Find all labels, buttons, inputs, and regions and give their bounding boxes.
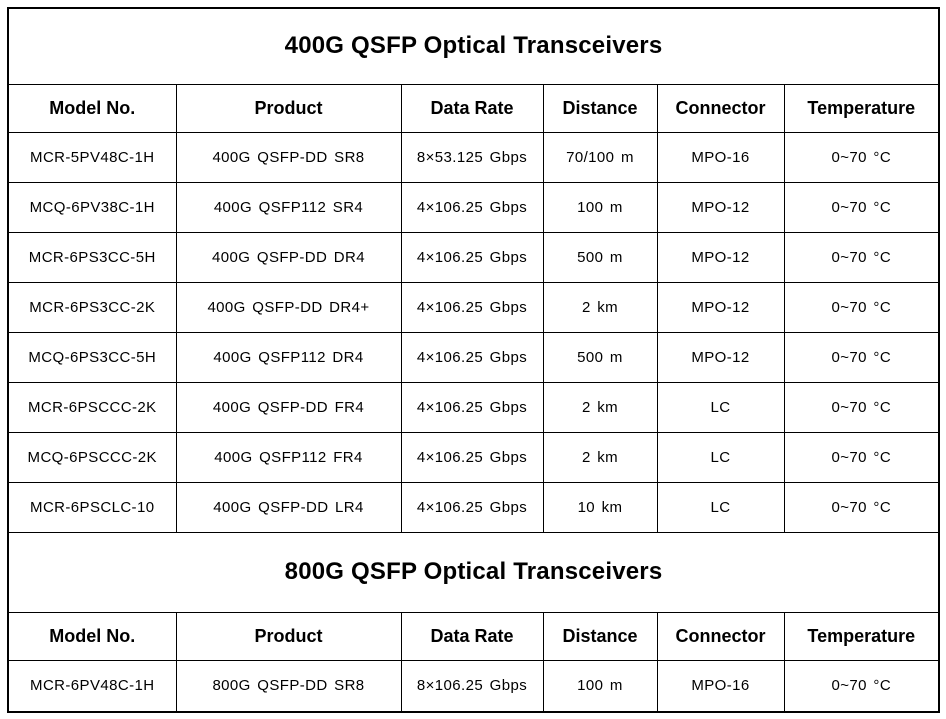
section-title-400g: 400G QSFP Optical Transceivers bbox=[7, 7, 940, 85]
column-header-connector: Connector bbox=[656, 83, 785, 133]
cell-distance: 500 m bbox=[542, 231, 658, 283]
cell-distance: 2 km bbox=[542, 381, 658, 433]
cell-data-rate: 4×106.25 Gbps bbox=[400, 231, 544, 283]
cell-connector: MPO-12 bbox=[656, 231, 785, 283]
cell-model: MCR-6PSCCC-2K bbox=[7, 381, 177, 433]
cell-data-rate: 4×106.25 Gbps bbox=[400, 281, 544, 333]
cell-connector: LC bbox=[656, 481, 785, 533]
cell-model: MCR-6PS3CC-2K bbox=[7, 281, 177, 333]
table-row: MCR-6PS3CC-5H 400G QSFP-DD DR4 4×106.25 … bbox=[7, 231, 940, 283]
cell-connector: MPO-12 bbox=[656, 181, 785, 233]
column-header-model-no: Model No. bbox=[7, 83, 177, 133]
cell-temperature: 0~70 °C bbox=[783, 659, 940, 713]
cell-connector: MPO-12 bbox=[656, 281, 785, 333]
cell-distance: 100 m bbox=[542, 659, 658, 713]
table-row: MCQ-6PSCCC-2K 400G QSFP112 FR4 4×106.25 … bbox=[7, 431, 940, 483]
cell-model: MCQ-6PSCCC-2K bbox=[7, 431, 177, 483]
cell-temperature: 0~70 °C bbox=[783, 131, 940, 183]
cell-product: 400G QSFP-DD FR4 bbox=[175, 381, 402, 433]
cell-data-rate: 8×53.125 Gbps bbox=[400, 131, 544, 183]
cell-distance: 500 m bbox=[542, 331, 658, 383]
cell-model: MCQ-6PV38C-1H bbox=[7, 181, 177, 233]
cell-product: 400G QSFP112 DR4 bbox=[175, 331, 402, 383]
cell-temperature: 0~70 °C bbox=[783, 481, 940, 533]
cell-connector: MPO-16 bbox=[656, 131, 785, 183]
cell-data-rate: 4×106.25 Gbps bbox=[400, 331, 544, 383]
cell-model: MCQ-6PS3CC-5H bbox=[7, 331, 177, 383]
cell-data-rate: 4×106.25 Gbps bbox=[400, 481, 544, 533]
table-row: 800G QSFP Optical Transceivers bbox=[7, 531, 940, 613]
cell-connector: LC bbox=[656, 381, 785, 433]
cell-product: 800G QSFP-DD SR8 bbox=[175, 659, 402, 713]
cell-product: 400G QSFP-DD LR4 bbox=[175, 481, 402, 533]
cell-distance: 10 km bbox=[542, 481, 658, 533]
column-header-model-no: Model No. bbox=[7, 611, 177, 661]
cell-temperature: 0~70 °C bbox=[783, 231, 940, 283]
table-header-row: Model No. Product Data Rate Distance Con… bbox=[7, 83, 940, 133]
table-row: MCR-6PS3CC-2K 400G QSFP-DD DR4+ 4×106.25… bbox=[7, 281, 940, 333]
column-header-temperature: Temperature bbox=[783, 611, 940, 661]
section-title-800g: 800G QSFP Optical Transceivers bbox=[7, 531, 940, 613]
cell-model: MCR-5PV48C-1H bbox=[7, 131, 177, 183]
table-row: 400G QSFP Optical Transceivers bbox=[7, 7, 940, 85]
table-row: MCR-6PSCCC-2K 400G QSFP-DD FR4 4×106.25 … bbox=[7, 381, 940, 433]
cell-product: 400G QSFP112 SR4 bbox=[175, 181, 402, 233]
cell-distance: 2 km bbox=[542, 431, 658, 483]
column-header-product: Product bbox=[175, 83, 402, 133]
table-row: MCR-5PV48C-1H 400G QSFP-DD SR8 8×53.125 … bbox=[7, 131, 940, 183]
cell-connector: MPO-16 bbox=[656, 659, 785, 713]
transceiver-spec-sheet: 400G QSFP Optical Transceivers Model No.… bbox=[7, 7, 941, 713]
cell-distance: 70/100 m bbox=[542, 131, 658, 183]
cell-temperature: 0~70 °C bbox=[783, 181, 940, 233]
cell-model: MCR-6PS3CC-5H bbox=[7, 231, 177, 283]
cell-data-rate: 4×106.25 Gbps bbox=[400, 181, 544, 233]
table-row: MCQ-6PS3CC-5H 400G QSFP112 DR4 4×106.25 … bbox=[7, 331, 940, 383]
table-header-row: Model No. Product Data Rate Distance Con… bbox=[7, 611, 940, 661]
table-row: MCR-6PSCLC-10 400G QSFP-DD LR4 4×106.25 … bbox=[7, 481, 940, 533]
cell-connector: MPO-12 bbox=[656, 331, 785, 383]
column-header-temperature: Temperature bbox=[783, 83, 940, 133]
cell-data-rate: 4×106.25 Gbps bbox=[400, 431, 544, 483]
cell-temperature: 0~70 °C bbox=[783, 331, 940, 383]
column-header-connector: Connector bbox=[656, 611, 785, 661]
column-header-data-rate: Data Rate bbox=[400, 83, 544, 133]
cell-model: MCR-6PSCLC-10 bbox=[7, 481, 177, 533]
table-row: MCR-6PV48C-1H 800G QSFP-DD SR8 8×106.25 … bbox=[7, 659, 940, 713]
cell-distance: 100 m bbox=[542, 181, 658, 233]
cell-product: 400G QSFP112 FR4 bbox=[175, 431, 402, 483]
cell-temperature: 0~70 °C bbox=[783, 381, 940, 433]
column-header-distance: Distance bbox=[542, 611, 658, 661]
cell-data-rate: 8×106.25 Gbps bbox=[400, 659, 544, 713]
cell-connector: LC bbox=[656, 431, 785, 483]
transceiver-table: 400G QSFP Optical Transceivers Model No.… bbox=[7, 7, 941, 713]
cell-distance: 2 km bbox=[542, 281, 658, 333]
cell-temperature: 0~70 °C bbox=[783, 281, 940, 333]
cell-data-rate: 4×106.25 Gbps bbox=[400, 381, 544, 433]
column-header-data-rate: Data Rate bbox=[400, 611, 544, 661]
column-header-product: Product bbox=[175, 611, 402, 661]
column-header-distance: Distance bbox=[542, 83, 658, 133]
cell-temperature: 0~70 °C bbox=[783, 431, 940, 483]
table-row: MCQ-6PV38C-1H 400G QSFP112 SR4 4×106.25 … bbox=[7, 181, 940, 233]
cell-product: 400G QSFP-DD DR4+ bbox=[175, 281, 402, 333]
cell-product: 400G QSFP-DD DR4 bbox=[175, 231, 402, 283]
cell-product: 400G QSFP-DD SR8 bbox=[175, 131, 402, 183]
cell-model: MCR-6PV48C-1H bbox=[7, 659, 177, 713]
